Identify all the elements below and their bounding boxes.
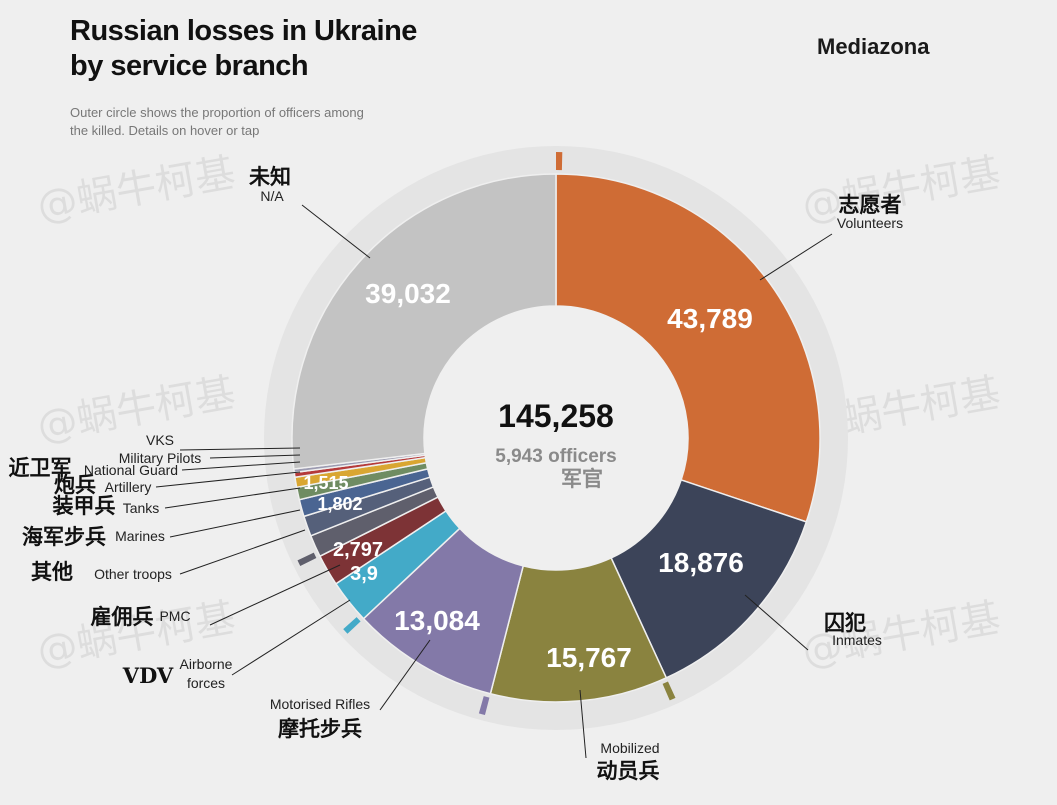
center-total: 145,258 bbox=[498, 398, 614, 434]
label-cn-volunteers: 志愿者 bbox=[839, 192, 902, 217]
label-cn-tanks: 装甲兵 bbox=[53, 493, 116, 518]
slice-value-vdv: 3,9 bbox=[350, 563, 378, 585]
center-officers-cn: 军官 bbox=[561, 466, 603, 491]
slices-layer[interactable] bbox=[291, 173, 821, 703]
label-cn-other: 其他 bbox=[31, 559, 73, 584]
leader-line-tanks bbox=[164, 487, 301, 509]
chart-title-line2: by service branch bbox=[70, 50, 309, 82]
label-en-vks: VKS bbox=[146, 432, 174, 448]
center-officers: 5,943 officers bbox=[495, 446, 616, 467]
label-en-tanks: Tanks bbox=[123, 500, 160, 516]
label-en-pmc: PMC bbox=[159, 608, 190, 624]
chart-title-line1: Russian losses in Ukraine bbox=[70, 15, 417, 47]
officer-marker-other bbox=[297, 552, 317, 567]
leader-line-volunteers bbox=[759, 233, 833, 281]
leader-line-inmates bbox=[744, 594, 809, 651]
officer-marker-vdv bbox=[343, 617, 361, 634]
leader-line-vks bbox=[179, 447, 301, 451]
officer-marker-volunteers bbox=[556, 152, 563, 171]
leader-line-other bbox=[179, 529, 306, 575]
label-cn-natguard: 近卫军 bbox=[9, 455, 72, 480]
label-cn-motorised: 摩托步兵 bbox=[278, 716, 362, 741]
leader-line-motorised bbox=[379, 639, 431, 711]
label-en-na: N/A bbox=[260, 188, 284, 204]
leader-line-vdv bbox=[231, 599, 351, 676]
leader-line-mobilized bbox=[579, 689, 587, 759]
label-en-motorised: Motorised Rifles bbox=[270, 696, 370, 712]
label-en-vdv: Airborne bbox=[180, 656, 233, 672]
leader-line-natguard bbox=[181, 461, 301, 471]
chart-title: Russian losses in Ukraine by service bra… bbox=[70, 14, 417, 84]
watermark-text: @蜗牛柯基 bbox=[34, 370, 239, 450]
label-en-artillery: Artillery bbox=[105, 479, 152, 495]
slice-value-na: 39,032 bbox=[365, 278, 451, 309]
leader-line-pilots bbox=[209, 454, 301, 459]
slice-values-layer: 43,789 18,876 15,767 13,084 3,92,797 1,8021,5… bbox=[303, 278, 752, 673]
slice-value-inmates: 18,876 bbox=[658, 547, 744, 578]
label-en-volunteers: Volunteers bbox=[837, 215, 903, 231]
label-cn-na: 未知 bbox=[249, 164, 291, 189]
watermark-text: @蜗牛柯基 bbox=[34, 150, 239, 230]
slice-value-marines: 1,802 bbox=[317, 494, 362, 514]
label-cn-pmc: 雇佣兵 bbox=[91, 604, 154, 629]
label-cn-inmates: 囚犯 bbox=[824, 610, 866, 635]
slice-value-motorised: 13,084 bbox=[394, 605, 480, 636]
label-cn-mobilized: 动员兵 bbox=[597, 758, 660, 783]
label-en-inmates: Inmates bbox=[832, 632, 882, 648]
center-hole bbox=[424, 306, 688, 570]
label-cn-vdv: VDV bbox=[122, 663, 174, 688]
leader-line-pmc bbox=[209, 564, 341, 626]
label-en-mobilized: Mobilized bbox=[600, 740, 659, 756]
officer-marker-mobilized bbox=[662, 681, 676, 701]
brand-logo: Mediazona bbox=[817, 34, 930, 59]
slice-value-pmc: 2,797 bbox=[333, 539, 383, 561]
leader-line-marines bbox=[169, 509, 301, 538]
leader-line-artillery bbox=[155, 471, 301, 488]
label-cn-marines: 海军步兵 bbox=[22, 524, 106, 549]
slice-value-tanks: 1,515 bbox=[303, 473, 348, 493]
leader-line-na bbox=[301, 204, 371, 259]
slice-value-mobilized: 15,767 bbox=[546, 642, 632, 673]
label-en-other: Other troops bbox=[94, 566, 172, 582]
label-en-pilots: Military Pilots bbox=[119, 450, 201, 466]
label-en-marines: Marines bbox=[115, 528, 165, 544]
slice-value-volunteers: 43,789 bbox=[667, 303, 753, 334]
officer-markers-layer bbox=[297, 152, 676, 716]
label-en-natguard: National Guard bbox=[84, 462, 178, 478]
officer-marker-motorised bbox=[478, 696, 490, 716]
label-en-vdv-line2: forces bbox=[187, 675, 225, 691]
label-cn-artillery: 炮兵 bbox=[54, 472, 96, 497]
chart-subtitle: Outer circle shows the proportion of off… bbox=[70, 105, 364, 138]
